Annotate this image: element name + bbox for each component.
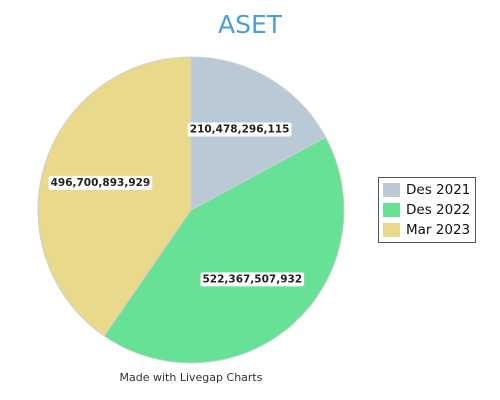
legend-label: Mar 2023 [406,222,471,238]
pie-slice-2[interactable] [103,136,345,364]
data-label-3: 496,700,893,929 [48,175,153,190]
chart-title: ASET [217,10,283,39]
legend-swatch [383,223,400,237]
legend-swatch [383,203,400,217]
legend-item[interactable]: Des 2022 [379,200,475,220]
data-label-1: 210,478,296,115 [187,122,292,137]
data-label-text: 210,478,296,115 [190,124,290,136]
pie-slices [37,56,345,364]
data-label-text: 496,700,893,929 [51,177,151,189]
data-label-text: 522,367,507,932 [202,273,302,285]
chart-legend: Des 2021 Des 2022 Mar 2023 [378,177,476,243]
data-label-background [48,175,153,190]
legend-label: Des 2022 [406,202,471,218]
legend-label: Des 2021 [406,182,471,198]
pie-slice-3[interactable] [37,56,192,337]
data-label-background [187,122,292,137]
pie-data-labels: 210,478,296,115 522,367,507,932 496,700,89… [48,122,305,287]
legend-item[interactable]: Des 2021 [379,180,475,200]
data-label-background [200,272,305,287]
legend-item[interactable]: Mar 2023 [379,220,475,240]
legend-swatch [383,183,400,197]
data-label-2: 522,367,507,932 [200,272,305,287]
chart-credit: Made with Livegap Charts [119,371,263,384]
